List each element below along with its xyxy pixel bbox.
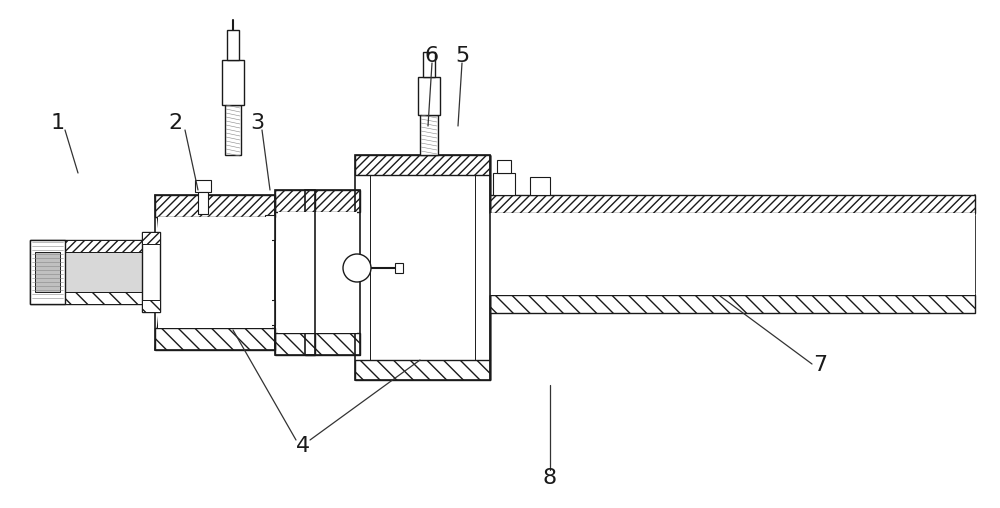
Bar — [30, 240, 160, 252]
Text: 3: 3 — [250, 113, 264, 133]
Text: 2: 2 — [168, 113, 182, 133]
Bar — [30, 292, 160, 304]
Bar — [227, 30, 239, 60]
Bar — [35, 252, 60, 292]
Bar — [305, 190, 360, 212]
Bar — [198, 192, 208, 214]
Bar — [225, 105, 241, 155]
Bar — [155, 328, 275, 350]
Bar — [355, 360, 490, 380]
Bar — [305, 333, 360, 355]
Text: 5: 5 — [455, 46, 469, 66]
Bar — [195, 180, 211, 192]
Text: 6: 6 — [425, 46, 439, 66]
Circle shape — [343, 254, 371, 282]
Bar — [35, 252, 155, 292]
Text: 8: 8 — [543, 468, 557, 488]
Bar — [158, 217, 272, 328]
Bar — [30, 240, 160, 304]
Bar — [155, 195, 275, 217]
Bar — [305, 190, 360, 355]
Bar — [265, 215, 275, 240]
Bar — [275, 190, 315, 212]
Bar — [355, 175, 490, 360]
Bar — [490, 295, 975, 313]
Bar — [355, 155, 490, 380]
Bar — [423, 52, 435, 77]
Bar — [530, 177, 550, 195]
Bar — [278, 212, 312, 333]
Text: 1: 1 — [51, 113, 65, 133]
Bar — [490, 213, 975, 295]
Bar — [275, 190, 315, 355]
Text: 7: 7 — [813, 355, 827, 375]
Bar — [493, 173, 515, 195]
Bar — [265, 300, 275, 325]
Bar — [222, 60, 244, 105]
Bar — [275, 333, 315, 355]
Bar — [155, 195, 275, 350]
Bar — [30, 240, 65, 304]
Bar — [142, 300, 160, 312]
Bar — [418, 77, 440, 115]
Bar — [490, 195, 975, 213]
Bar — [395, 263, 403, 273]
Bar — [142, 232, 160, 312]
Bar — [497, 160, 511, 173]
Bar — [142, 232, 160, 244]
Bar — [420, 115, 438, 155]
Bar — [308, 212, 357, 333]
Text: 4: 4 — [296, 436, 310, 456]
Bar — [355, 155, 490, 175]
